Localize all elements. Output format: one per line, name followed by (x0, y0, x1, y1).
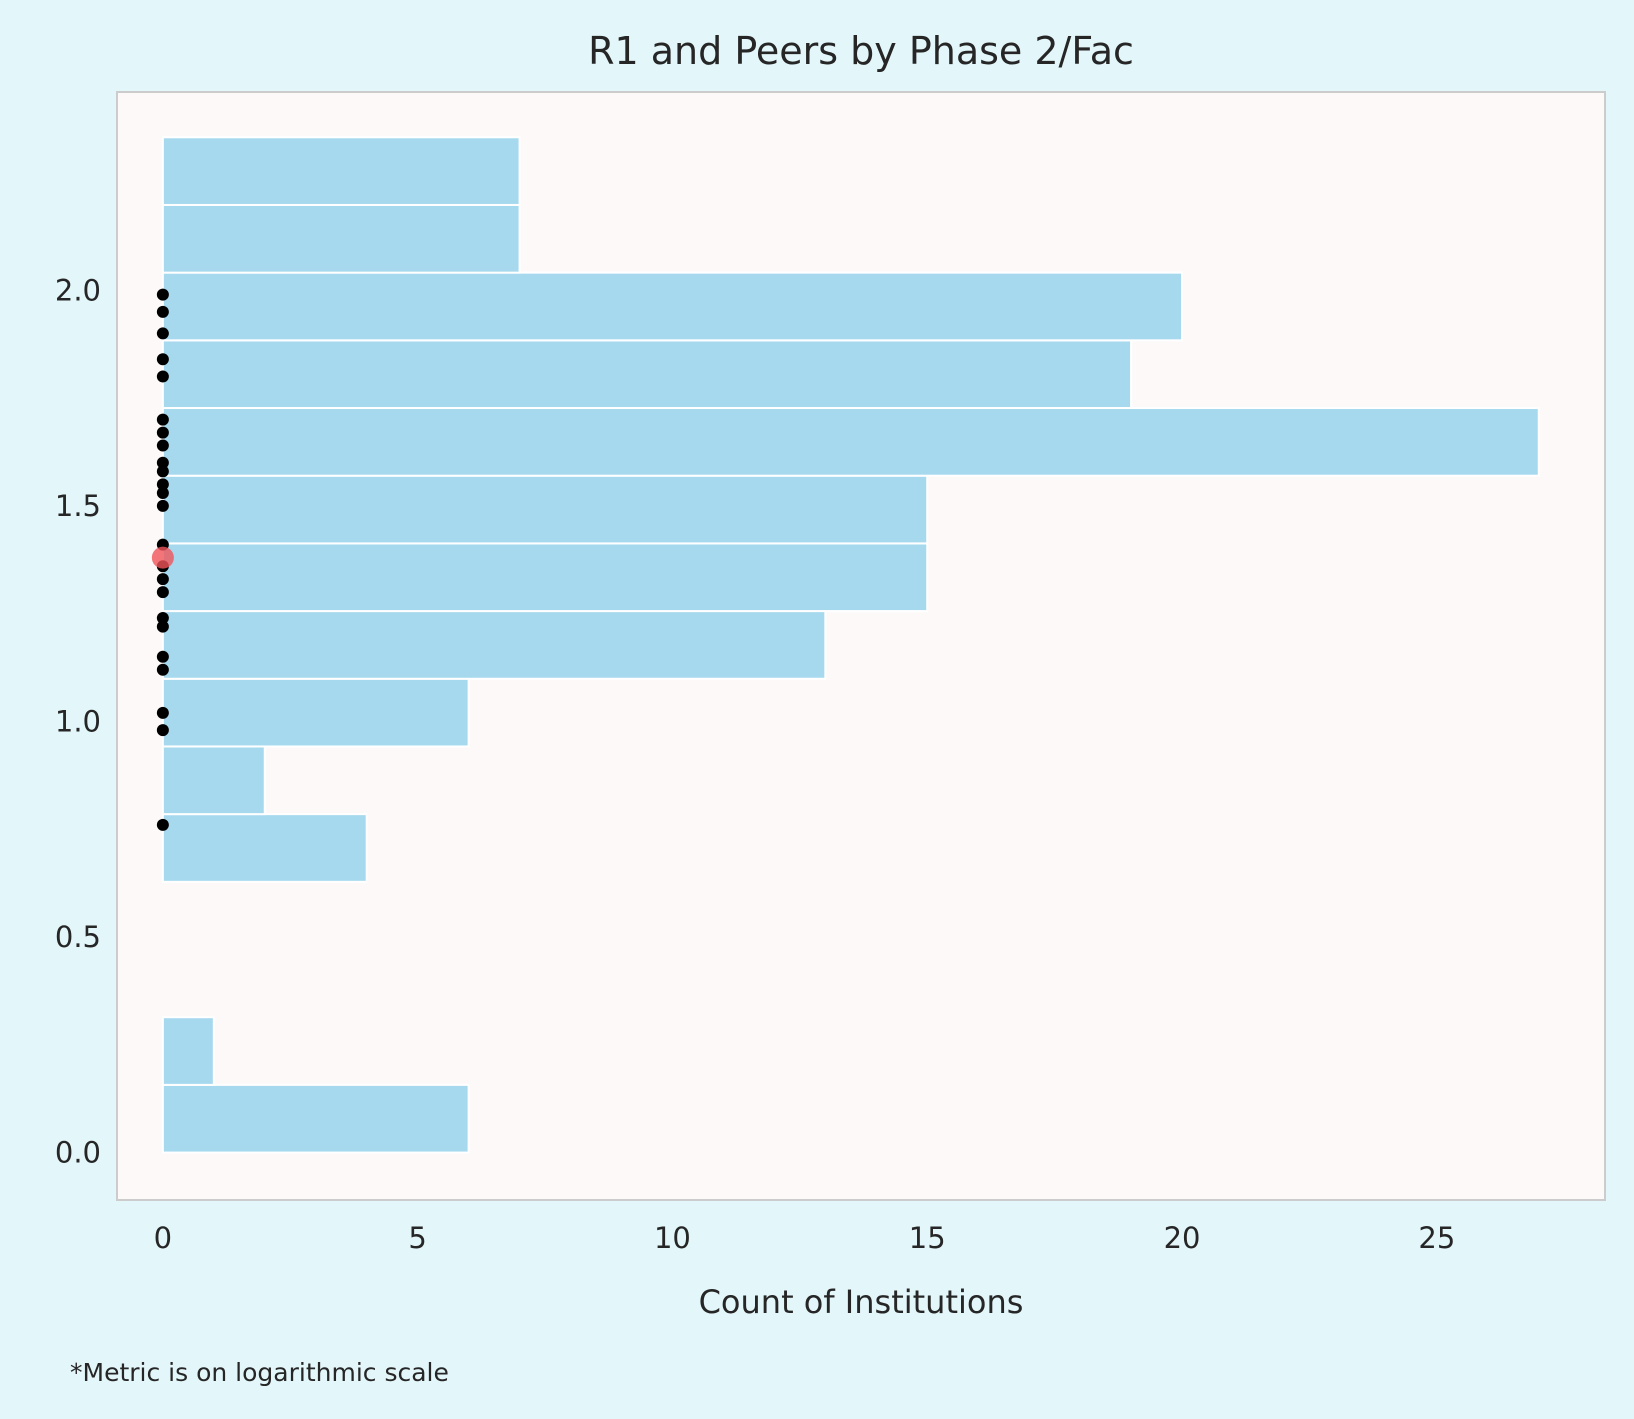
peer-point-15 (156, 456, 169, 469)
highlight-point (151, 546, 174, 569)
peer-point-1 (156, 724, 169, 737)
bar-bin-12 (161, 271, 1184, 342)
histogram-bars (161, 136, 1540, 1154)
peer-point-0 (156, 818, 169, 831)
highlight-group (151, 546, 174, 569)
bar-bin-9 (161, 474, 929, 545)
bar-bin-11 (161, 339, 1133, 410)
bar-bin-1 (161, 1016, 215, 1086)
x-tick-label-0: 0 (154, 1221, 172, 1255)
x-tick-label-4: 20 (1164, 1221, 1201, 1255)
y-tick-label-0: 0.0 (55, 1136, 101, 1170)
y-tick-label-3: 1.5 (55, 489, 101, 523)
y-tick-label-4: 2.0 (55, 273, 101, 307)
x-tick-label-1: 5 (408, 1221, 426, 1255)
x-tick-label-5: 25 (1418, 1221, 1455, 1255)
peer-point-22 (156, 305, 169, 318)
peer-point-5 (156, 620, 169, 633)
peer-points (156, 288, 169, 831)
bar-bin-6 (161, 677, 470, 748)
bar-bin-7 (161, 610, 827, 680)
peer-point-8 (156, 573, 169, 586)
y-tick-label-1: 0.5 (55, 920, 101, 954)
x-tick-label-3: 15 (909, 1221, 946, 1255)
bar-bin-8 (161, 542, 929, 613)
plot-frame (116, 91, 1606, 1201)
peer-point-12 (156, 486, 169, 499)
x-ticks: 0 5 10 15 20 25 (154, 1221, 1456, 1255)
peer-point-16 (156, 439, 169, 452)
bar-bin-0 (161, 1083, 470, 1154)
peer-point-6 (156, 611, 169, 624)
peer-point-17 (156, 426, 169, 439)
y-ticks: 0.0 0.5 1.0 1.5 2.0 (55, 273, 101, 1169)
peer-point-19 (156, 370, 169, 383)
peer-point-13 (156, 478, 169, 491)
x-tick-label-2: 10 (654, 1221, 691, 1255)
peer-point-2 (156, 706, 169, 719)
bar-bin-4 (161, 813, 368, 883)
peer-point-20 (156, 353, 169, 366)
bar-bin-10 (161, 407, 1540, 477)
peer-point-3 (156, 663, 169, 676)
footnote: *Metric is on logarithmic scale (70, 1358, 449, 1387)
peer-point-11 (156, 499, 169, 512)
y-tick-label-2: 1.0 (55, 704, 101, 738)
bar-bin-5 (161, 745, 266, 816)
peer-point-14 (156, 465, 169, 478)
peer-point-7 (156, 586, 169, 599)
peer-point-4 (156, 650, 169, 663)
chart-title: R1 and Peers by Phase 2/Fac (588, 29, 1134, 73)
bar-bin-14 (161, 136, 521, 206)
peer-point-23 (156, 288, 169, 301)
peer-point-21 (156, 327, 169, 340)
x-axis-label: Count of Institutions (699, 1283, 1024, 1321)
bar-bin-13 (161, 203, 521, 274)
peer-point-18 (156, 413, 169, 426)
